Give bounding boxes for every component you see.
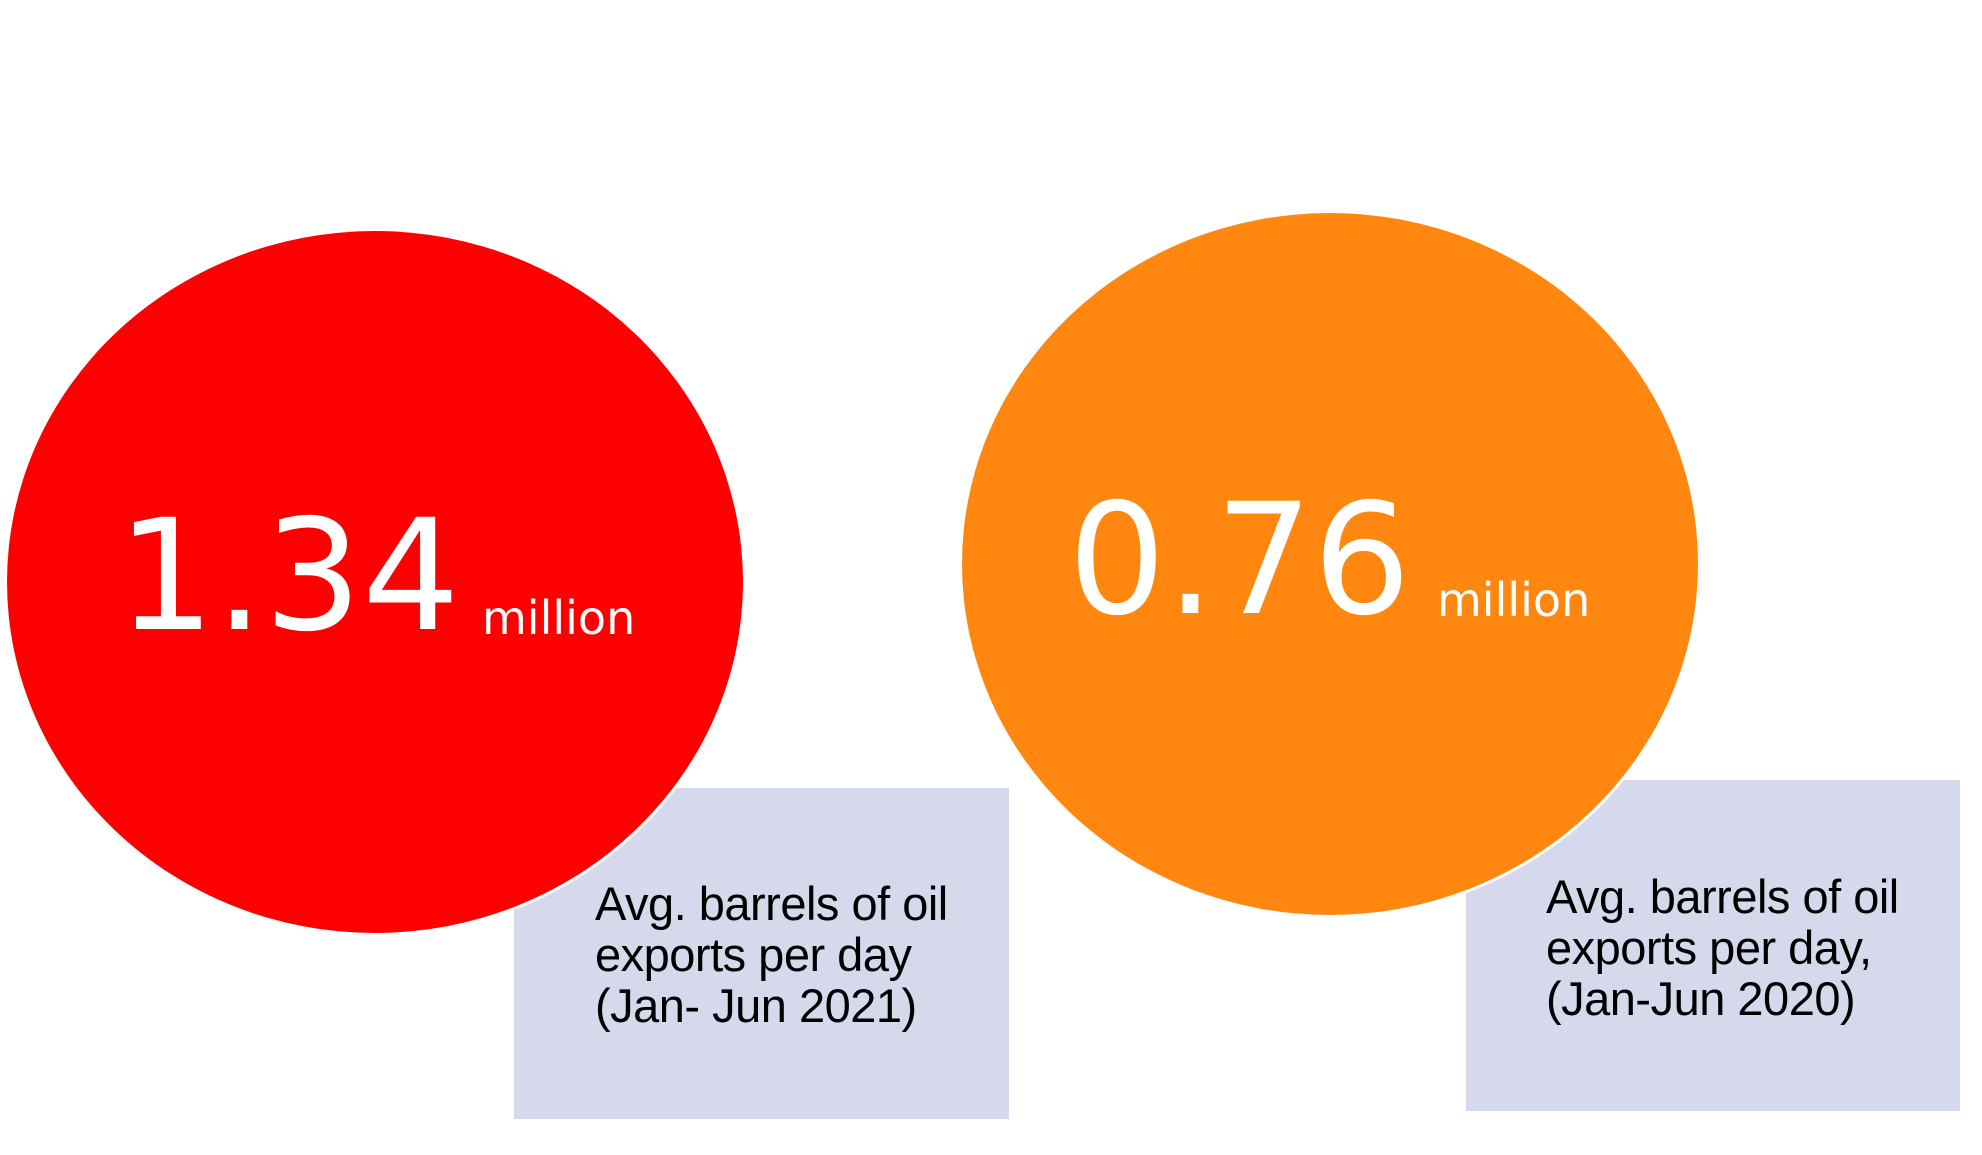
value-unit-2020: million (1437, 573, 1591, 627)
value-circle-2020 (959, 210, 1701, 918)
value-circle-2021 (4, 228, 746, 936)
description-label-2020: Avg. barrels of oil exports per day, (Ja… (1546, 870, 1899, 1026)
value-number-2021: 1.34 (117, 487, 460, 666)
value-unit-2021: million (482, 591, 636, 645)
description-label-2021: Avg. barrels of oil exports per day (Jan… (595, 877, 948, 1033)
value-number-2020: 0.76 (1068, 471, 1411, 650)
description-box-2021: Avg. barrels of oil exports per day (Jan… (512, 786, 1011, 1121)
